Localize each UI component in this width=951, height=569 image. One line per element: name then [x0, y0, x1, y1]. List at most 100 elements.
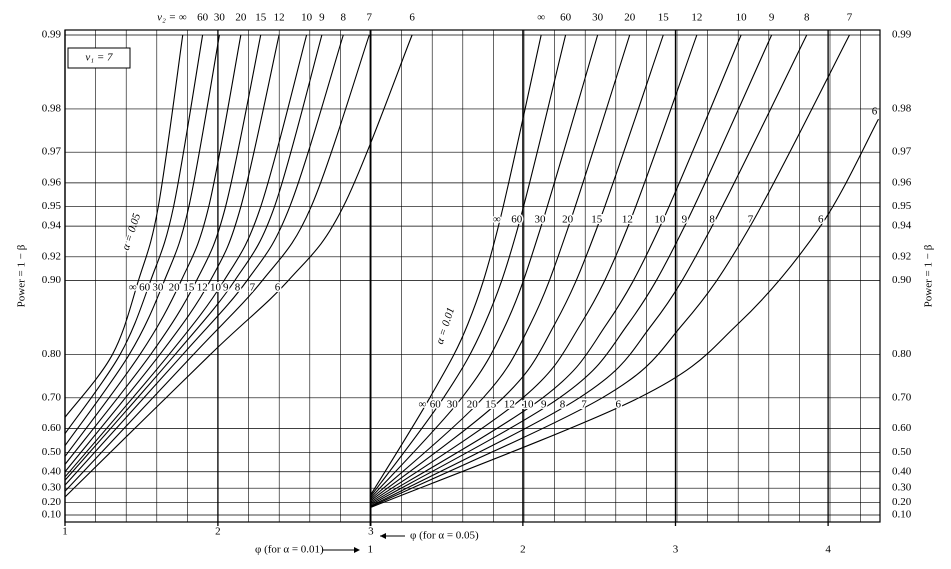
curve-label: 6	[275, 282, 281, 294]
curve-top-label: 7	[847, 12, 853, 24]
y-tick-label: 0.30	[42, 482, 62, 494]
x2-tick-label: 1	[367, 544, 373, 556]
y-tick-label: 0.99	[42, 29, 62, 41]
y-tick-label-right: 0.20	[892, 496, 912, 508]
y-tick-label: 0.50	[42, 446, 62, 458]
power-curve	[64, 34, 242, 457]
y-tick-label: 0.95	[42, 200, 62, 212]
power-curve	[64, 34, 323, 481]
curve-top-label: 10	[736, 12, 748, 24]
power-curve	[64, 34, 344, 486]
curve-top-label: 6	[409, 12, 415, 24]
y-tick-label-right: 0.95	[892, 200, 912, 212]
y-tick-label-right: 0.94	[892, 220, 912, 232]
curve-label: 30	[534, 214, 546, 226]
power-curve	[369, 34, 664, 502]
y-axis-title: Power = 1 − β	[16, 244, 28, 307]
arrow-head	[354, 547, 360, 553]
power-curve	[369, 34, 567, 498]
y-tick-label-right: 0.92	[892, 250, 911, 262]
power-curve	[369, 34, 542, 496]
y-tick-label-right: 0.97	[892, 146, 912, 158]
curve-label: 6	[616, 399, 622, 411]
curve-top-label: ∞	[179, 12, 187, 24]
curve-label: 30	[152, 282, 164, 294]
curve-label: 6	[818, 214, 824, 226]
x-tick-label: 3	[368, 526, 374, 538]
curve-top-label: 12	[691, 12, 702, 24]
y-axis-title-right: Power = 1 − β	[923, 244, 935, 307]
y-tick-label-right: 0.70	[892, 391, 912, 403]
y-tick-label-right: 0.99	[892, 29, 912, 41]
curve-label: 15	[183, 282, 195, 294]
curve-label: 7	[250, 282, 256, 294]
curve-top-label: 8	[804, 12, 810, 24]
y-tick-label: 0.90	[42, 274, 62, 286]
curve-label: 15	[485, 399, 497, 411]
x2-tick-label: 3	[673, 544, 679, 556]
curve-label: 60	[139, 282, 151, 294]
curve-top-label: 15	[255, 12, 267, 24]
power-curve	[64, 34, 262, 465]
y-tick-label: 0.40	[42, 465, 62, 477]
curve-label: 8	[235, 282, 241, 294]
power-curve	[64, 34, 184, 418]
y-tick-label: 0.70	[42, 391, 62, 403]
y-tick-label: 0.94	[42, 220, 62, 232]
y-tick-label-right: 0.40	[892, 465, 912, 477]
curve-top-label: 20	[624, 12, 636, 24]
curve-label: 60	[511, 214, 523, 226]
curve-label: 9	[223, 282, 229, 294]
power-curve	[64, 34, 308, 478]
y-tick-label-right: 0.96	[892, 176, 912, 188]
curve-label: 20	[562, 214, 574, 226]
y-tick-label-right: 0.50	[892, 446, 912, 458]
curve-label: 15	[591, 214, 603, 226]
y-tick-label-right: 0.10	[892, 509, 912, 521]
power-curve	[370, 118, 879, 509]
y-tick-label-right: 0.60	[892, 422, 912, 434]
y-tick-label: 0.80	[42, 348, 62, 360]
curve-label: 9	[541, 399, 547, 411]
curve-label: ∞	[493, 214, 501, 226]
nu1-box	[67, 47, 131, 69]
y-tick-label: 0.60	[42, 422, 62, 434]
power-curve	[64, 34, 413, 498]
y-tick-label-right: 0.98	[892, 102, 912, 114]
curve-top-label: 12	[274, 12, 285, 24]
nu1-label: ν₁ = 7	[85, 52, 113, 64]
curve-top-label: 15	[658, 12, 670, 24]
curve-label: 7	[748, 214, 754, 226]
curve-label: 12	[504, 399, 515, 411]
curve-label: 60	[430, 399, 442, 411]
x2-axis-title: φ (for α = 0.01)	[255, 544, 324, 556]
curve-label: ∞	[129, 282, 137, 294]
y-tick-label-right: 0.30	[892, 482, 912, 494]
curve-label: 30	[447, 399, 459, 411]
y-tick-label: 0.10	[42, 509, 62, 521]
curve-top-label: 8	[341, 12, 347, 24]
y-tick-label: 0.98	[42, 102, 62, 114]
curve-label: ∞	[418, 399, 426, 411]
power-curve	[369, 34, 698, 503]
curve-label: 12	[622, 214, 633, 226]
power-curve	[64, 34, 370, 492]
curve-top-label: 20	[235, 12, 247, 24]
curve-top-label: 9	[319, 12, 325, 24]
x-tick-label: 2	[215, 526, 221, 538]
curve-label: 20	[169, 282, 181, 294]
curve-label: 12	[197, 282, 208, 294]
power-curve	[369, 34, 631, 501]
y-tick-label: 0.97	[42, 146, 62, 158]
curve-label: 20	[467, 399, 479, 411]
power-curve	[369, 34, 742, 505]
x-axis-title: φ (for α = 0.05)	[410, 530, 479, 542]
power-curve	[369, 34, 808, 507]
curve-top-label: 60	[197, 12, 209, 24]
power-curve	[370, 34, 850, 508]
x2-tick-label: 4	[825, 544, 831, 556]
y-tick-label-right: 0.80	[892, 348, 912, 360]
y-tick-label: 0.92	[42, 250, 61, 262]
